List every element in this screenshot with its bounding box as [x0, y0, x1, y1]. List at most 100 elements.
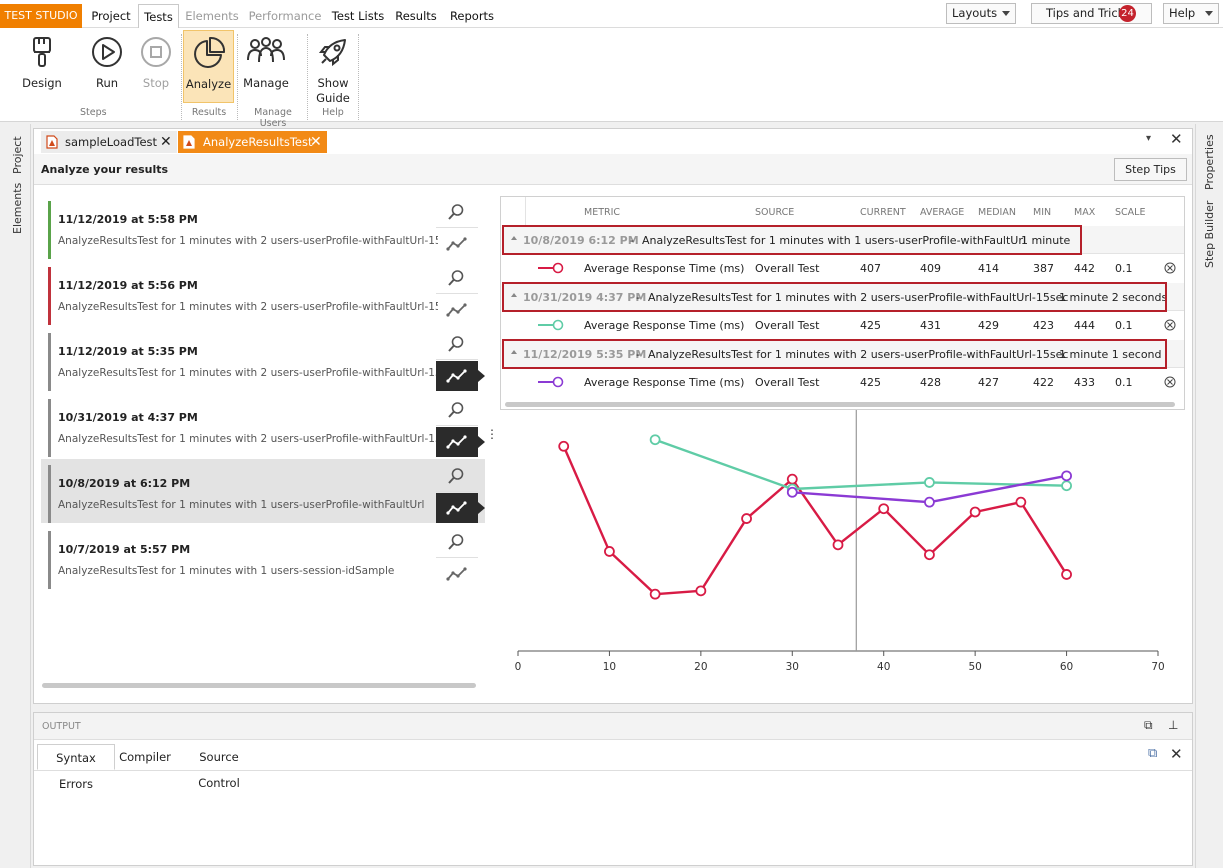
metric-row[interactable]: Average Response Time (ms) Overall Test 42… — [502, 368, 1184, 397]
output-tab-source-control[interactable]: Source Control — [198, 750, 240, 790]
doc-tab-analyze-results-test[interactable]: AnalyzeResultsTest ✕ — [178, 131, 327, 153]
close-icon[interactable]: ✕ — [310, 134, 322, 150]
menu-tab-reports[interactable]: Reports — [449, 9, 495, 23]
analyze-button[interactable]: Analyze — [183, 30, 234, 103]
compare-trend-button[interactable] — [436, 295, 478, 325]
collapse-caret-icon[interactable] — [511, 350, 517, 354]
trend-line-icon — [446, 435, 467, 449]
icon-divider — [436, 491, 478, 492]
side-tab-project[interactable]: Project — [11, 136, 24, 174]
tips-label: Tips and Tricks — [1046, 6, 1131, 20]
run-button[interactable]: Run — [84, 34, 130, 100]
metric-row[interactable]: Average Response Time (ms) Overall Test 42… — [502, 311, 1184, 340]
menu-tab-test-lists[interactable]: Test Lists — [331, 9, 385, 23]
series-point[interactable] — [741, 513, 752, 524]
compare-trend-button[interactable] — [436, 361, 485, 391]
metric-scale: 0.1 — [1115, 319, 1133, 332]
run-item[interactable]: 10/7/2019 at 5:57 PM AnalyzeResultsTest f… — [41, 525, 485, 589]
design-button[interactable]: Design — [17, 34, 67, 100]
tab-overflow-icon[interactable]: ▾ — [1146, 133, 1152, 144]
menu-tab-performance: Performance — [248, 9, 322, 23]
remove-circle-icon[interactable] — [1164, 319, 1176, 331]
series-point[interactable] — [604, 546, 615, 557]
magnifier-icon[interactable] — [447, 467, 465, 485]
collapse-caret-icon[interactable] — [511, 236, 517, 240]
maximize-icon[interactable]: ⧉ — [1144, 718, 1153, 732]
results-grid: METRIC SOURCE CURRENT AVERAGE MEDIAN MIN… — [500, 196, 1185, 410]
close-icon[interactable]: ✕ — [1170, 130, 1183, 148]
menu-tab-results[interactable]: Results — [395, 9, 437, 23]
step-tips-button[interactable]: Step Tips — [1114, 158, 1187, 181]
compare-trend-button[interactable] — [436, 559, 478, 589]
run-item[interactable]: 11/12/2019 at 5:58 PM AnalyzeResultsTest … — [41, 195, 485, 259]
series-point[interactable] — [786, 486, 798, 498]
magnifier-icon[interactable] — [447, 203, 465, 221]
doc-tab-sample-load-test[interactable]: sampleLoadTest ✕ — [41, 131, 177, 153]
magnifier-icon[interactable] — [447, 401, 465, 419]
icon-divider — [436, 557, 478, 558]
menu-tab-project[interactable]: Project — [91, 9, 131, 23]
side-tab-step-builder[interactable]: Step Builder — [1203, 200, 1216, 268]
compare-trend-button[interactable] — [436, 493, 485, 523]
group-duration: 1 minute 2 seconds — [1059, 291, 1168, 304]
help-dropdown[interactable]: Help — [1163, 3, 1219, 24]
close-icon[interactable]: ✕ — [160, 134, 172, 150]
compare-trend-button[interactable] — [436, 229, 478, 259]
series-point[interactable] — [924, 496, 935, 508]
highlight-box — [502, 339, 1167, 369]
close-icon[interactable]: ✕ — [1170, 745, 1183, 763]
manage-button[interactable]: Manage — [240, 34, 292, 100]
splitter-handle-icon[interactable]: ⋮ — [486, 427, 498, 441]
output-tab-syntax-errors[interactable]: Syntax Errors — [37, 744, 115, 791]
series-point[interactable] — [649, 434, 661, 446]
magnifier-icon[interactable] — [447, 269, 465, 287]
analyze-subheader: Analyze your results Step Tips — [34, 154, 1192, 185]
compare-trend-button[interactable] — [436, 427, 485, 457]
series-point[interactable] — [924, 477, 935, 488]
remove-circle-icon[interactable] — [1164, 376, 1176, 388]
layouts-dropdown[interactable]: Layouts — [946, 3, 1016, 24]
series-point[interactable] — [878, 503, 890, 515]
run-date: 11/12/2019 at 5:35 PM — [58, 345, 198, 358]
pin-icon[interactable]: ⊥ — [1168, 718, 1179, 732]
side-tab-elements[interactable]: Elements — [11, 182, 24, 234]
magnifier-icon[interactable] — [447, 533, 465, 551]
app-brand: TEST STUDIO — [0, 4, 82, 28]
series-point[interactable] — [695, 585, 707, 597]
series-point[interactable] — [924, 549, 935, 561]
run-item[interactable]: 11/12/2019 at 5:56 PM AnalyzeResultsTest … — [41, 261, 485, 325]
series-point[interactable] — [832, 539, 844, 551]
run-item[interactable]: 11/12/2019 at 5:35 PM AnalyzeResultsTest … — [41, 327, 485, 391]
series-point[interactable] — [1061, 480, 1072, 492]
series-point[interactable] — [1061, 470, 1072, 482]
series-point[interactable] — [786, 473, 798, 485]
copy-icon[interactable]: ⧉ — [1148, 746, 1158, 761]
show-guide-button[interactable]: Show Guide — [310, 34, 356, 106]
magnifier-icon[interactable] — [447, 335, 465, 353]
collapse-caret-icon[interactable] — [511, 293, 517, 297]
x-tick-label: 20 — [694, 661, 707, 673]
run-item[interactable]: 10/31/2019 at 4:37 PM AnalyzeResultsTest … — [41, 393, 485, 457]
output-tab-compiler[interactable]: Compiler — [119, 750, 171, 764]
side-tab-properties[interactable]: Properties — [1203, 134, 1216, 190]
series-point[interactable] — [649, 588, 661, 600]
result-group-row[interactable]: 11/12/2019 5:35 PM - AnalyzeResultsTest fo… — [502, 339, 1184, 369]
series-point[interactable] — [558, 440, 570, 452]
grid-horizontal-scrollbar[interactable] — [505, 402, 1175, 407]
remove-circle-icon[interactable] — [1164, 262, 1176, 274]
result-group-row[interactable]: 10/31/2019 4:37 PM - AnalyzeResultsTest fo… — [502, 282, 1184, 312]
run-date: 11/12/2019 at 5:58 PM — [58, 213, 198, 226]
menu-tab-tests[interactable]: Tests — [138, 4, 179, 29]
run-status-bar — [48, 201, 51, 259]
highlight-box — [502, 282, 1167, 312]
result-group-row[interactable]: 10/8/2019 6:12 PM - AnalyzeResultsTest for… — [502, 225, 1184, 255]
run-item[interactable]: 10/8/2019 at 6:12 PM AnalyzeResultsTest f… — [41, 459, 485, 523]
tips-and-tricks-button[interactable]: Tips and Tricks 24 — [1031, 3, 1152, 24]
run-date: 11/12/2019 at 5:56 PM — [58, 279, 198, 292]
group-label-manage-users: Manage Users — [254, 107, 292, 129]
series-point[interactable] — [1015, 496, 1027, 508]
horizontal-scrollbar[interactable] — [42, 683, 476, 688]
series-point[interactable] — [969, 506, 981, 518]
metric-row[interactable]: Average Response Time (ms) Overall Test 40… — [502, 254, 1184, 283]
series-point[interactable] — [1061, 569, 1072, 580]
